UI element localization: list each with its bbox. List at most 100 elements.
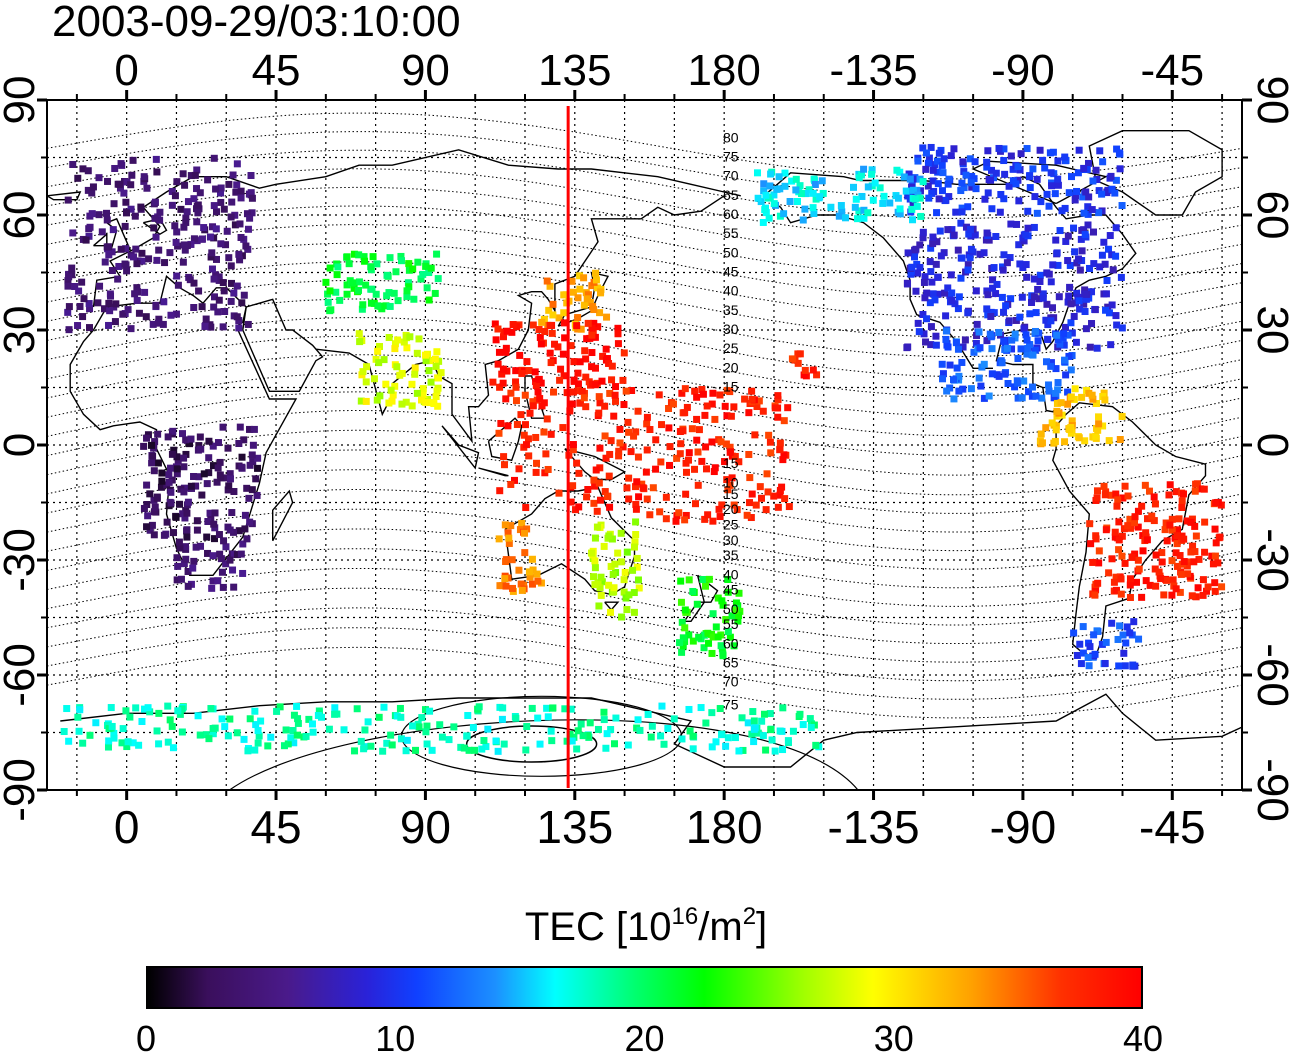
tec-point <box>1152 551 1160 559</box>
tec-point <box>730 501 738 509</box>
tec-point <box>284 740 292 748</box>
tec-point <box>909 186 917 194</box>
tec-point <box>1105 569 1113 577</box>
tec-point <box>712 623 720 631</box>
contour-label: 50 <box>723 601 739 617</box>
tec-point <box>495 348 503 356</box>
tec-point <box>411 370 419 378</box>
tec-point <box>143 184 151 192</box>
tec-point <box>675 509 683 517</box>
tec-point <box>1030 275 1038 283</box>
magnetic-latitude-contour <box>47 335 1242 417</box>
tec-point <box>632 483 640 491</box>
contour-label: 10 <box>723 474 739 490</box>
tec-point <box>173 178 181 186</box>
tec-point <box>1112 252 1120 260</box>
bottom-lon-label: 0 <box>114 801 140 853</box>
tec-point <box>775 173 783 181</box>
tec-point <box>1081 290 1089 298</box>
tec-point <box>1116 165 1124 173</box>
tec-point <box>100 305 108 313</box>
tec-point <box>1107 491 1115 499</box>
tec-point <box>499 365 507 373</box>
tec-point <box>691 500 699 508</box>
coastline <box>604 601 620 611</box>
tec-point <box>933 209 941 217</box>
tec-point <box>181 543 189 551</box>
tec-point <box>1178 497 1186 505</box>
tec-point <box>689 745 697 753</box>
tec-point <box>537 340 545 348</box>
tec-point <box>525 568 533 576</box>
tec-point <box>151 438 159 446</box>
contour-label: 60 <box>723 206 739 222</box>
tec-point <box>325 725 333 733</box>
tec-point <box>122 198 130 206</box>
tec-point <box>1091 306 1099 314</box>
tec-point <box>433 250 441 258</box>
tec-point <box>498 370 506 378</box>
tec-point <box>916 187 924 195</box>
tec-point <box>625 495 633 503</box>
tec-point <box>548 737 556 745</box>
tec-point <box>590 499 598 507</box>
tec-point <box>719 650 727 658</box>
tec-point <box>212 255 220 263</box>
tec-point <box>931 296 939 304</box>
tec-point <box>512 378 520 386</box>
tec-point <box>1177 570 1185 578</box>
tec-point <box>754 729 762 737</box>
tec-point <box>932 341 940 349</box>
tec-point <box>1112 176 1120 184</box>
tec-point <box>625 591 633 599</box>
tec-point <box>333 271 341 279</box>
tec-point <box>367 742 375 750</box>
tec-point <box>159 320 167 328</box>
tec-point <box>1112 573 1120 581</box>
tec-point <box>1008 336 1016 344</box>
tec-point <box>122 245 130 253</box>
tec-point <box>620 576 628 584</box>
tec-point <box>771 404 779 412</box>
tec-point <box>691 387 699 395</box>
tec-point <box>536 740 544 748</box>
tec-point <box>229 566 237 574</box>
tec-point <box>525 452 533 460</box>
tec-point <box>432 393 440 401</box>
tec-point <box>60 728 68 736</box>
tec-point <box>1095 420 1103 428</box>
tec-point <box>617 558 625 566</box>
tec-point <box>943 387 951 395</box>
tec-point <box>806 715 814 723</box>
tec-point <box>294 719 302 727</box>
tec-point <box>1178 503 1186 511</box>
tec-point <box>173 470 181 478</box>
tec-point <box>915 328 923 336</box>
tec-point <box>600 542 608 550</box>
tec-point <box>332 288 340 296</box>
tec-point <box>375 359 383 367</box>
tec-point <box>594 725 602 733</box>
tec-point <box>521 421 529 429</box>
tec-point <box>149 452 157 460</box>
tec-point <box>180 223 188 231</box>
tec-point <box>1131 513 1139 521</box>
tec-point <box>480 737 488 745</box>
tec-point <box>242 242 250 250</box>
tec-point <box>522 504 530 512</box>
tec-point <box>164 702 172 710</box>
tec-point <box>276 703 284 711</box>
tec-point <box>1047 169 1055 177</box>
tec-point <box>964 203 972 211</box>
tec-point <box>643 420 651 428</box>
tec-point <box>524 435 532 443</box>
tec-point <box>594 323 602 331</box>
tec-point <box>857 171 865 179</box>
tec-point <box>380 356 388 364</box>
tec-point <box>238 463 246 471</box>
tec-point <box>633 554 641 562</box>
tec-point <box>343 290 351 298</box>
tec-point <box>929 240 937 248</box>
tec-point <box>192 543 200 551</box>
tec-point <box>160 298 168 306</box>
